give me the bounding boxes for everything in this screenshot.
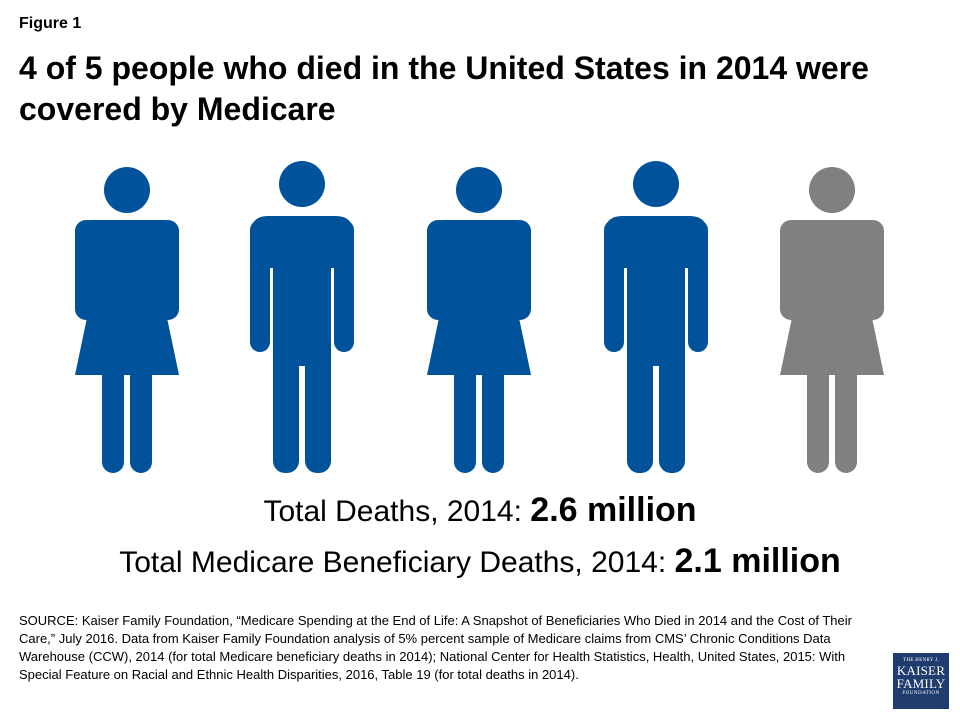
- total-deaths-stat: Total Deaths, 2014: 2.6 million: [0, 492, 960, 530]
- total-deaths-label: Total Deaths, 2014:: [263, 495, 531, 528]
- medicare-person-icon-4: [604, 161, 708, 473]
- total-deaths-value: 2.6 million: [530, 491, 697, 529]
- chart-title: 4 of 5 people who died in the United Sta…: [19, 50, 869, 127]
- medicare-deaths-value: 2.1 million: [674, 542, 841, 580]
- kff-logo: THE HENRY J. KAISER FAMILY FOUNDATION: [893, 653, 949, 709]
- medicare-deaths-stat: Total Medicare Beneficiary Deaths, 2014:…: [0, 543, 960, 581]
- figure-label: Figure 1: [19, 15, 82, 32]
- non-medicare-person-icon-5: [780, 167, 884, 473]
- medicare-person-icon-3: [427, 167, 531, 473]
- medicare-deaths-label: Total Medicare Beneficiary Deaths, 2014:: [119, 546, 675, 579]
- source-note: SOURCE: Kaiser Family Foundation, “Medic…: [19, 613, 852, 682]
- medicare-person-icon-2: [250, 161, 354, 473]
- medicare-person-icon-1: [75, 167, 179, 473]
